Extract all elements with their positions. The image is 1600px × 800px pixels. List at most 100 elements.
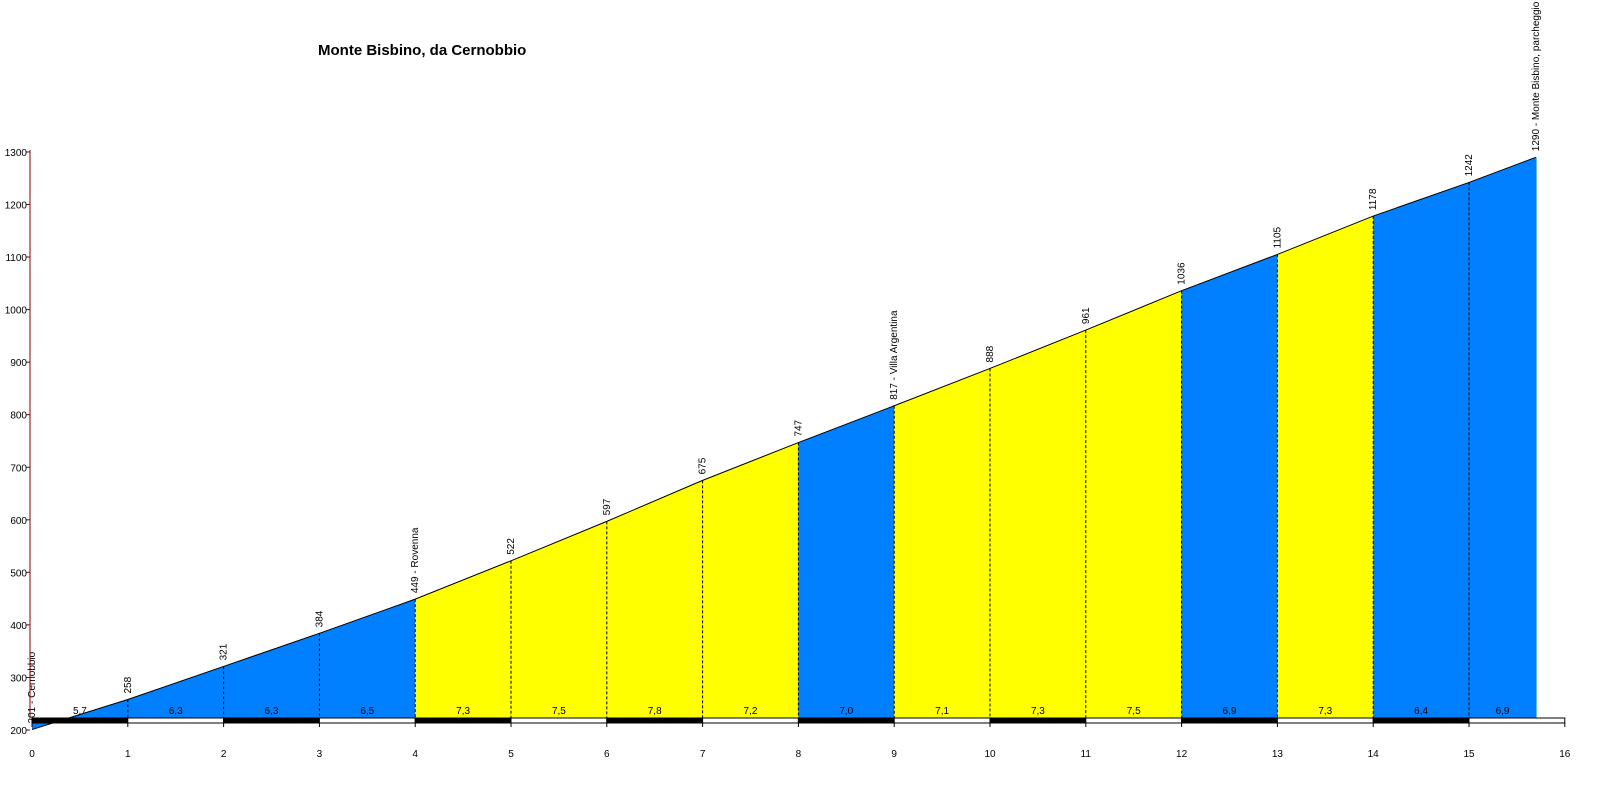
x-tick-label: 5: [508, 749, 514, 760]
gradient-label: 7,0: [839, 706, 853, 717]
gradient-segment: [1373, 182, 1469, 718]
elevation-label: 201 - Cernobbio: [27, 651, 38, 723]
elevation-label: 449 - Rovenna: [410, 527, 421, 593]
x-tick-label: 0: [29, 749, 35, 760]
km-bar-cell: [223, 717, 320, 724]
elevation-label: 1178: [1368, 188, 1379, 210]
km-bar: [31, 717, 1566, 724]
gradient-label: 7,3: [1031, 706, 1045, 717]
gradient-label: 6,4: [1414, 706, 1428, 717]
km-bar-cell: [1276, 717, 1374, 724]
gradient-segment: [1277, 216, 1374, 718]
y-tick-label: 900: [10, 358, 27, 369]
gradient-segment: [1085, 290, 1182, 718]
elevation-label: 817 - Villa Argentina: [889, 310, 900, 400]
gradient-segment: [702, 442, 799, 718]
y-tick-label: 800: [10, 411, 27, 422]
gradient-segment: [606, 480, 703, 718]
gradient-segment: [1181, 254, 1278, 719]
x-tick-label: 15: [1463, 749, 1475, 760]
gradient-segments: [32, 157, 1537, 730]
x-tick-label: 10: [984, 749, 996, 760]
gradient-segment: [511, 521, 607, 718]
elevation-label: 1242: [1464, 154, 1475, 177]
elevation-labels: 201 - Cernobbio 258 321 384 449 - Rovenna 522…: [27, 1, 1542, 723]
gradient-label: 6,9: [1496, 706, 1510, 717]
elevation-label: 597: [602, 498, 613, 515]
gradient-label: 7,5: [552, 706, 566, 717]
y-tick-label: 1100: [5, 253, 27, 264]
y-tick-label: 400: [10, 621, 27, 632]
y-tick-label: 1000: [5, 306, 28, 317]
x-tick-label: 3: [317, 749, 323, 760]
y-tick-label: 700: [10, 463, 27, 474]
km-bar-cell: [1181, 717, 1278, 724]
gradient-label: 6,5: [360, 706, 374, 717]
gradient-label: 7,3: [1318, 706, 1332, 717]
gradient-label: 6,9: [1223, 706, 1237, 717]
x-tick-label: 12: [1176, 749, 1188, 760]
km-bar-cell: [606, 717, 704, 724]
elevation-label: 888: [985, 345, 996, 362]
km-bar-cell: [893, 717, 991, 724]
x-tick-label: 4: [412, 749, 418, 760]
x-tick-label: 16: [1559, 749, 1571, 760]
elevation-label: 747: [793, 419, 804, 436]
gradient-segment: [319, 599, 416, 718]
x-tick-label: 2: [221, 749, 227, 760]
km-bar-cell: [702, 717, 799, 724]
km-bar-cell: [989, 717, 1087, 724]
chart-title: Monte Bisbino, da Cernobbio: [318, 42, 526, 59]
x-tick-label: 1: [125, 749, 131, 760]
elevation-label: 961: [1081, 307, 1092, 324]
km-bar-cell: [318, 717, 416, 724]
x-tick-label: 13: [1272, 749, 1284, 760]
y-tick-label: 500: [10, 568, 27, 579]
gradient-segment: [798, 405, 895, 718]
y-tick-label: 300: [10, 673, 27, 684]
km-bar-cell: [1085, 717, 1183, 724]
km-bar-cell: [797, 717, 895, 724]
x-tick-label: 9: [891, 749, 897, 760]
y-tick-label: 1300: [5, 148, 28, 159]
elevation-label: 258: [123, 676, 134, 693]
gradient-label: 7,2: [744, 706, 758, 717]
gradient-label: 7,5: [1127, 706, 1141, 717]
km-bar-cell: [510, 717, 608, 724]
elevation-label: 675: [698, 457, 709, 474]
elevation-label: 522: [506, 538, 517, 555]
gradient-segment: [990, 330, 1086, 718]
gradient-segment: [415, 560, 511, 718]
y-tick-label: 200: [10, 726, 27, 737]
km-bar-cell: [414, 717, 512, 724]
elevation-label: 1036: [1177, 262, 1188, 285]
elevation-label: 1290 - Monte Bisbino, parcheggio: [1531, 1, 1542, 151]
x-tick-label: 6: [604, 749, 610, 760]
km-bar-cell: [1468, 717, 1566, 724]
gradient-segment: [894, 368, 990, 718]
gradient-segment: [127, 666, 224, 718]
km-dividers: [127, 182, 1470, 718]
gradient-label: 7,3: [456, 706, 470, 717]
x-tick-label: 14: [1368, 749, 1380, 760]
km-bar-cell: [127, 717, 225, 724]
y-tick-label: 600: [10, 516, 27, 527]
gradient-label: 7,8: [648, 706, 662, 717]
gradient-label: 5,7: [73, 706, 87, 717]
gradient-label: 6,3: [169, 706, 183, 717]
gradient-label: 7,1: [935, 706, 949, 717]
x-tick-label: 7: [700, 749, 706, 760]
gradient-label: 6,3: [265, 706, 279, 717]
km-bar-cell: [31, 717, 129, 724]
gradient-labels: 5,7 6,3 6,3 6,5 7,3 7,5 7,8 7,2 7,0 7,1 7,3 7,5 6,9 7…: [73, 706, 1510, 717]
y-tick-label: 1200: [5, 201, 28, 212]
x-tick-label: 8: [796, 749, 802, 760]
axes: 2003004005006007008009001000110012001300…: [5, 148, 1571, 760]
x-tick-label: 11: [1081, 749, 1092, 760]
km-bar-cell: [1372, 717, 1470, 724]
gradient-segment: [1469, 157, 1537, 718]
elevation-label: 321: [219, 643, 230, 660]
elevation-label: 1105: [1272, 226, 1283, 248]
gradient-segment: [223, 633, 320, 718]
